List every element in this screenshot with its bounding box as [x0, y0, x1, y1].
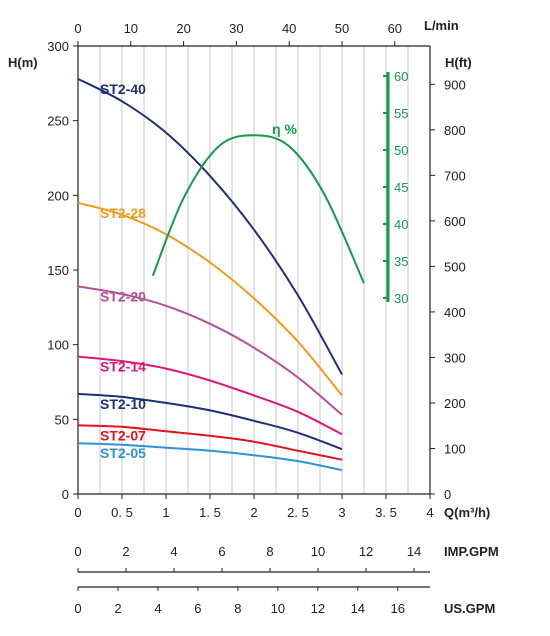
y2-tick-label: 0 [444, 487, 451, 502]
x-tick-label: 2. 5 [287, 505, 309, 520]
top-tick-label: 30 [229, 21, 243, 36]
y2-tick-label: 700 [444, 168, 466, 183]
y2-tick-label: 600 [444, 214, 466, 229]
us-gpm-tick-label: 12 [311, 601, 325, 616]
series-label-st2-05: ST2-05 [100, 445, 146, 461]
y-tick-label: 150 [47, 263, 69, 278]
efficiency-tick-label: 40 [394, 217, 408, 232]
imp-gpm-tick-label: 6 [218, 544, 225, 559]
x-tick-label: 0. 5 [111, 505, 133, 520]
top-tick-label: 40 [282, 21, 296, 36]
y-tick-label: 100 [47, 338, 69, 353]
y2-tick-label: 300 [444, 350, 466, 365]
x-tick-label: 2 [250, 505, 257, 520]
y-tick-label: 50 [55, 412, 69, 427]
efficiency-tick-label: 60 [394, 69, 408, 84]
x-axis-unit: Q(m³/h) [444, 505, 490, 520]
series-group [77, 78, 343, 472]
y2-tick-label: 500 [444, 259, 466, 274]
top-tick-label: 0 [74, 21, 81, 36]
y-tick-label: 300 [47, 39, 69, 54]
efficiency-tick-label: 35 [394, 254, 408, 269]
x-tick-label: 0 [74, 505, 81, 520]
imp-gpm-unit: IMP.GPM [444, 544, 499, 559]
series-label-st2-28: ST2-28 [100, 205, 146, 221]
efficiency-group: 30 35 40 45 50 55 60 [151, 69, 408, 306]
efficiency-label: η % [272, 121, 297, 137]
top-tick-label: 50 [335, 21, 349, 36]
efficiency-tick-label: 30 [394, 291, 408, 306]
series-label-st2-20: ST2-20 [100, 288, 146, 304]
top-tick-label: 60 [388, 21, 402, 36]
y2-tick-label: 100 [444, 441, 466, 456]
imp-gpm-tick-label: 4 [170, 544, 177, 559]
us-gpm-tick-label: 2 [114, 601, 121, 616]
top-axis-unit: L/min [424, 18, 459, 33]
efficiency-tick-label: 50 [394, 143, 408, 158]
imp-gpm-tick-label: 0 [74, 544, 81, 559]
series-label-st2-07: ST2-07 [100, 427, 146, 443]
imp-gpm-tick-label: 2 [122, 544, 129, 559]
y-axis-unit: H(m) [8, 55, 38, 70]
series-label-st2-14: ST2-14 [100, 359, 146, 375]
series-label-st2-40: ST2-40 [100, 81, 146, 97]
imp-gpm-tick-label: 8 [266, 544, 273, 559]
us-gpm-tick-label: 4 [154, 601, 161, 616]
series-line-st2-28 [77, 201, 343, 397]
x-tick-label: 4 [426, 505, 433, 520]
x-tick-label: 1. 5 [199, 505, 221, 520]
y-tick-label: 0 [62, 487, 69, 502]
efficiency-tick-label: 55 [394, 106, 408, 121]
us-gpm-tick-label: 0 [74, 601, 81, 616]
series-line-st2-05 [77, 442, 343, 472]
top-tick-label: 10 [124, 21, 138, 36]
series-label-st2-10: ST2-10 [100, 396, 146, 412]
series-line-st2-07 [77, 424, 343, 461]
top-tick-label: 20 [176, 21, 190, 36]
efficiency-tick-label: 45 [394, 180, 408, 195]
us-gpm-tick-label: 14 [351, 601, 365, 616]
imp-gpm-tick-label: 14 [407, 544, 421, 559]
series-line-st2-20 [77, 285, 343, 416]
series-line-st2-10 [77, 392, 343, 451]
x-tick-label: 3. 5 [375, 505, 397, 520]
imp-gpm-tick-label: 10 [311, 544, 325, 559]
y2-tick-label: 200 [444, 396, 466, 411]
efficiency-curve [151, 134, 365, 284]
x-tick-label: 3 [338, 505, 345, 520]
y-tick-label: 250 [47, 114, 69, 129]
series-line-st2-14 [77, 355, 343, 436]
x-tick-label: 1 [162, 505, 169, 520]
labels: ST2-40 ST2-28 ST2-20 ST2-14 ST2-10 ST2-07 ST2-… [100, 81, 146, 461]
us-gpm-tick-label: 6 [194, 601, 201, 616]
y2-tick-label: 400 [444, 305, 466, 320]
y-tick-label: 200 [47, 188, 69, 203]
series-line-st2-40 [77, 78, 343, 375]
us-gpm-unit: US.GPM [444, 601, 495, 616]
us-gpm-tick-label: 8 [234, 601, 241, 616]
imp-gpm-tick-label: 12 [359, 544, 373, 559]
y2-axis-unit: H(ft) [445, 55, 472, 70]
y2-tick-label: 900 [444, 77, 466, 92]
us-gpm-tick-label: 16 [391, 601, 405, 616]
y2-tick-label: 800 [444, 123, 466, 138]
us-gpm-tick-label: 10 [271, 601, 285, 616]
